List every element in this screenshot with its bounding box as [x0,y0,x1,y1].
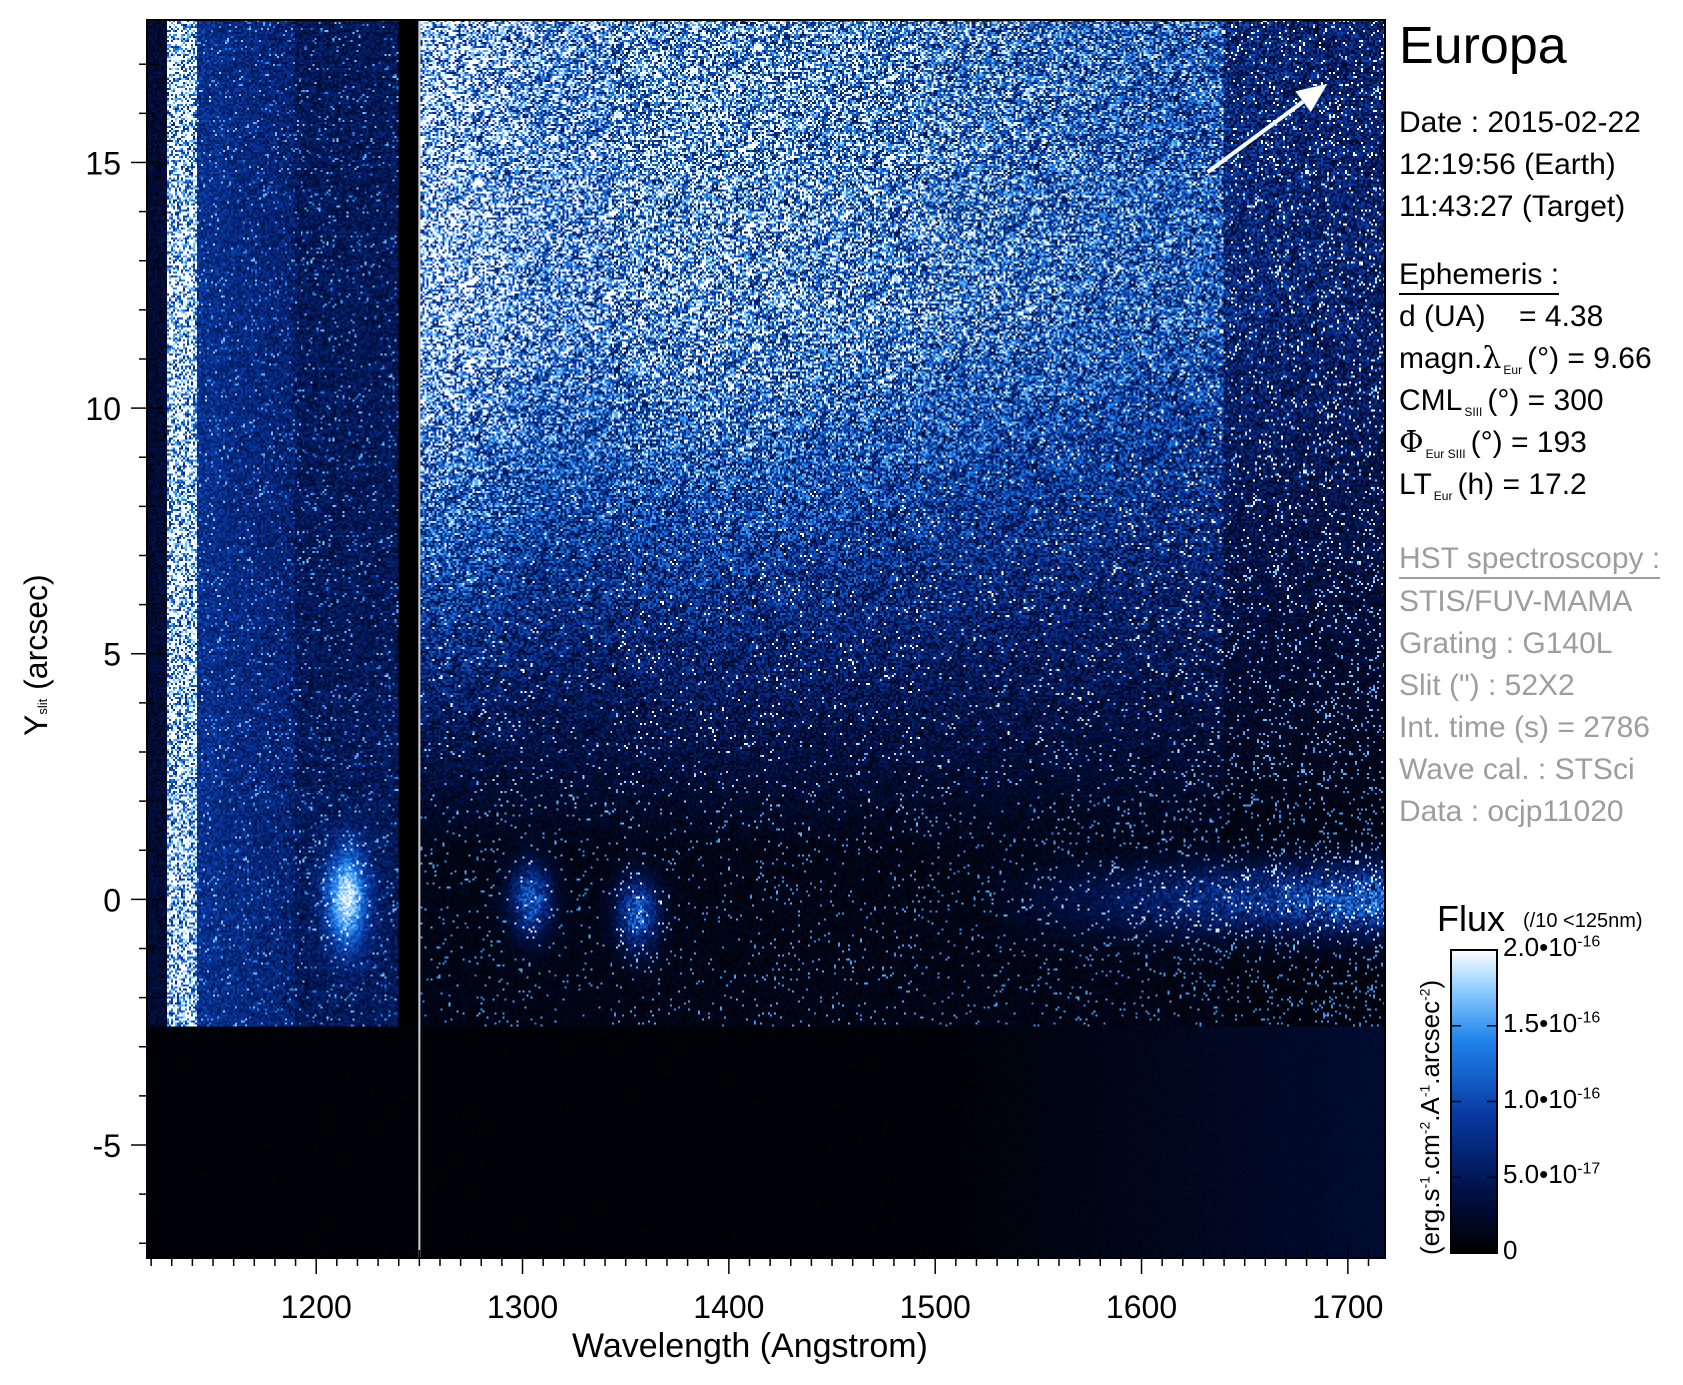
plot-area: 1200 1300 1400 1500 1600 1700 -5 0 5 10 15 [85,19,1386,1325]
y-axis-label: Yslit (arcsec) [18,574,54,736]
hst-info-line: STIS/FUV-MAMA [1399,585,1633,618]
hst-info-line: Grating : G140L [1399,627,1613,660]
motion-arrow [1206,83,1328,174]
colorbar-tick-label: 0 [1503,1235,1518,1265]
colorbar-tick-label: 1.5•10-16 [1503,1007,1601,1038]
hst-info-line: Data : ocjp11020 [1399,795,1624,828]
arrow-head [1295,83,1328,113]
hst-heading: HST spectroscopy : [1399,542,1661,579]
y-tick-label: -5 [93,1128,121,1164]
ephemeris-line: LT Eur (h) = 17.2 [1399,468,1587,503]
colorbar-ticks [1451,949,1497,1254]
ephemeris-line: Φ Eur SIII (°) = 193 [1399,425,1587,461]
x-axis-ticks: 1200 1300 1400 1500 1600 1700 [150,1242,1383,1325]
hst-info-line: Int. time (s) = 2786 [1399,711,1650,744]
colorbar-unit: (erg.s-1.cm-2.A-1.arcsec-2) [1415,979,1445,1255]
colorbar-tick-label: 1.0•10-16 [1503,1083,1601,1114]
plot-frame [146,19,1386,1259]
x-tick-label: 1200 [281,1289,352,1325]
x-tick-label: 1400 [693,1289,764,1325]
hst-info-line: Slit (") : 52X2 [1399,669,1575,702]
colorbar-tick-label: 5.0•10-17 [1503,1159,1601,1190]
y-tick-label: 15 [85,145,121,181]
ephemeris-line: d (UA) = 4.38 [1399,300,1604,333]
colorbar-tick-label: 2.0•10-16 [1503,932,1601,962]
ephemeris-line: CML SIII (°) = 300 [1399,384,1604,419]
x-tick-label: 1300 [487,1289,558,1325]
target-title: Europa [1399,17,1567,75]
colorbar-note: (/10 <125nm) [1523,910,1643,932]
target-time: 11:43:27 (Target) [1399,190,1626,223]
y-tick-label: 5 [103,637,121,673]
arrow-shaft [1206,100,1305,174]
hst-info-line: Wave cal. : STSci [1399,753,1635,786]
x-tick-label: 1500 [900,1289,971,1325]
y-tick-label: 10 [85,391,121,427]
y-tick-label: 0 [103,882,121,918]
date-line: Date : 2015-02-22 [1399,106,1641,139]
colorbar-title: Flux [1437,898,1506,939]
colorbar [1450,949,1498,1254]
y-axis-ticks: -5 0 5 10 15 [85,63,163,1245]
spectrogram-image [147,20,1385,1258]
x-axis-label: Wavelength (Angstrom) [572,1327,928,1365]
x-tick-label: 1700 [1312,1289,1383,1325]
earth-time: 12:19:56 (Earth) [1399,148,1616,181]
ephemeris-heading: Ephemeris : [1399,258,1560,295]
ephemeris-line: magn. λ Eur (°) = 9.66 [1399,341,1652,377]
x-tick-label: 1600 [1106,1289,1177,1325]
